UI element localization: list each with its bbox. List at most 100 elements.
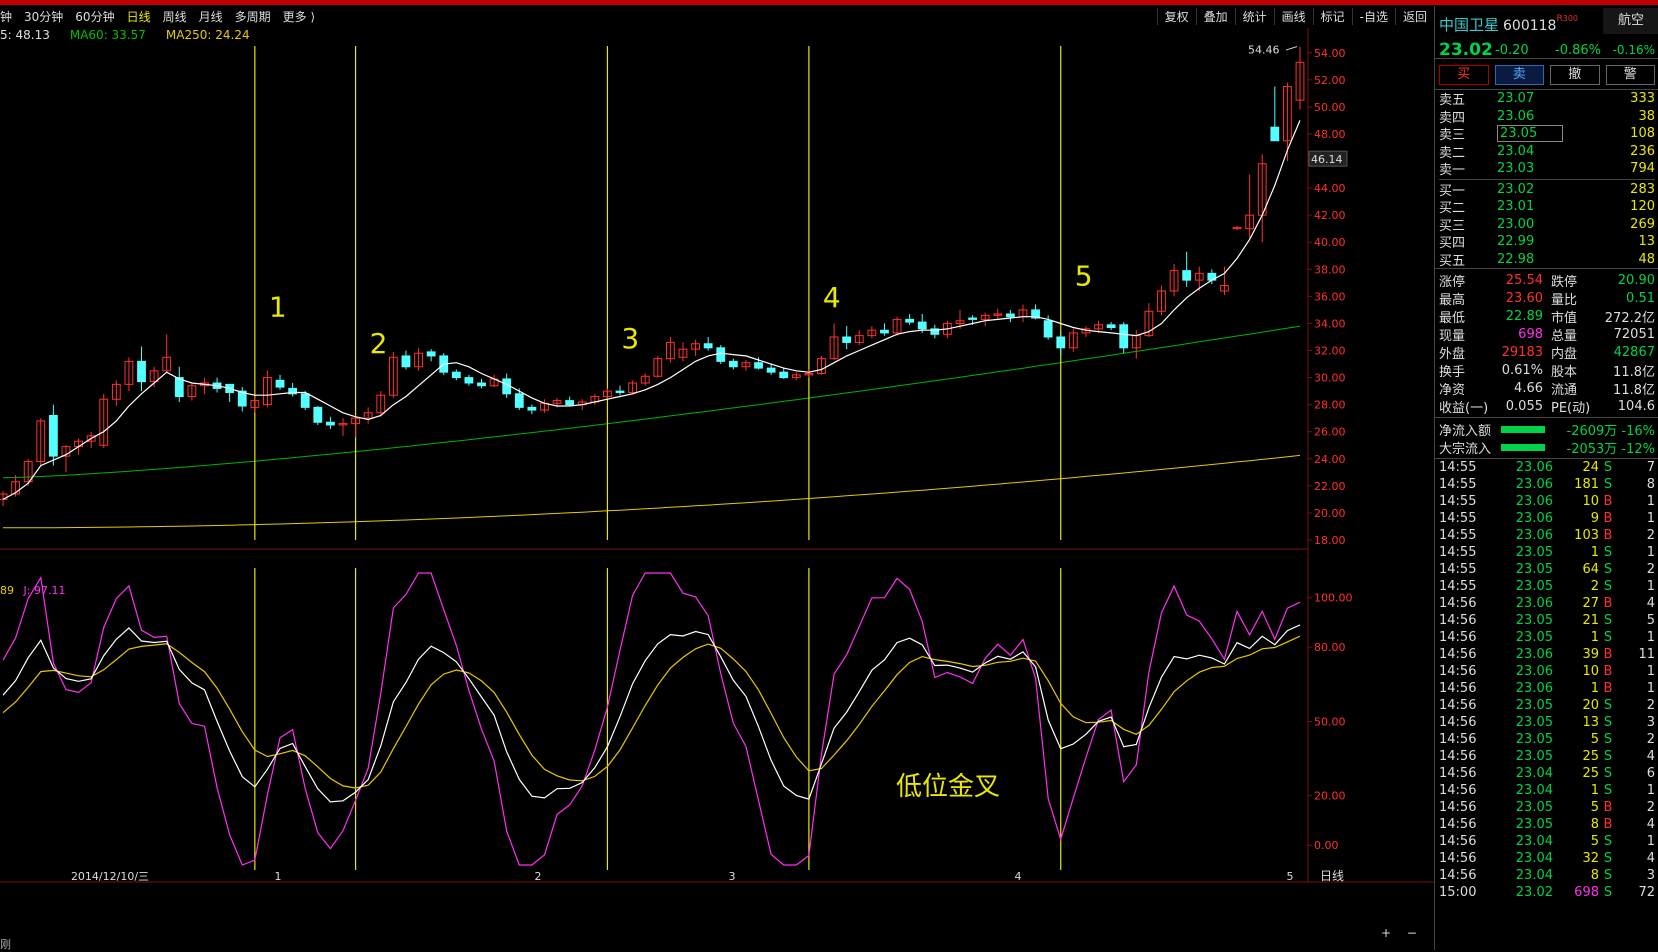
price-tick-label: 32.00: [1314, 345, 1346, 358]
flow-row: 大宗流入 -2053万 -12%: [1439, 438, 1655, 457]
quote-panel: 中国卫星 600118R300 航空 23.02 -0.20 -0.86% -0.…: [1434, 6, 1658, 950]
buy-button[interactable]: 买: [1439, 65, 1489, 85]
tab-min[interactable]: 钟: [0, 9, 13, 24]
cancel-order-button[interactable]: 撤: [1550, 65, 1600, 85]
bid-volume: 283: [1630, 181, 1655, 197]
remove-watchlist-button[interactable]: -自选: [1351, 7, 1395, 25]
overlay-button[interactable]: 叠加: [1195, 7, 1235, 25]
stat-label: 净资: [1439, 382, 1466, 398]
tick-row[interactable]: 14:56 23.06 27 B 4: [1439, 595, 1655, 612]
tick-row[interactable]: 14:56 23.05 25 S 4: [1439, 748, 1655, 765]
bid-row[interactable]: 买四 22.99 13: [1439, 233, 1655, 251]
stat-label: 收益(一): [1439, 400, 1489, 416]
tick-row[interactable]: 14:56 23.04 25 S 6: [1439, 765, 1655, 782]
tick-row[interactable]: 14:55 23.05 1 S 1: [1439, 544, 1655, 561]
tick-row[interactable]: 14:56 23.05 8 B 4: [1439, 816, 1655, 833]
tab-daily[interactable]: 日线: [126, 9, 151, 24]
candle-body: [388, 356, 398, 396]
stats-row: 最高 23.60 量比 0.51: [1439, 289, 1655, 308]
tab-multi-period[interactable]: 多周期: [234, 9, 271, 24]
back-button[interactable]: 返回: [1394, 7, 1434, 25]
tick-price: 23.06: [1515, 460, 1553, 475]
tab-weekly[interactable]: 周线: [162, 9, 187, 24]
flow-bar: [1501, 425, 1545, 433]
tick-row[interactable]: 14:56 23.05 20 S 2: [1439, 697, 1655, 714]
tick-row[interactable]: 15:00 23.02 698 S 72: [1439, 884, 1655, 901]
tick-row[interactable]: 14:56 23.06 39 B 11: [1439, 646, 1655, 663]
bid-row[interactable]: 买三 23.00 269: [1439, 216, 1655, 234]
ask-row[interactable]: 卖五 23.07 333: [1439, 90, 1655, 108]
kline-chart[interactable]: 54.0052.0050.0048.0046.0044.0042.0040.00…: [0, 0, 1434, 950]
tick-row[interactable]: 14:55 23.06 24 S 7: [1439, 459, 1655, 476]
tab-monthly[interactable]: 月线: [198, 9, 223, 24]
candle-body: [665, 341, 675, 360]
toolbar-right-actions: 复权 叠加 统计 画线 标记 -自选 返回: [1156, 6, 1434, 26]
ma60-line: [2, 325, 1301, 479]
tick-price: 23.05: [1515, 630, 1553, 645]
stat-value: 72051: [1613, 326, 1655, 342]
candle-body: [728, 360, 738, 368]
tick-side: S: [1603, 715, 1613, 730]
tab-more[interactable]: 更多 ⟩: [282, 9, 316, 24]
candle-body: [993, 313, 1003, 316]
candle-body: [653, 358, 663, 377]
tick-row[interactable]: 14:55 23.06 10 B 1: [1439, 493, 1655, 510]
tick-row[interactable]: 14:56 23.04 1 S 1: [1439, 782, 1655, 799]
candle-body: [1043, 320, 1053, 338]
tick-row[interactable]: 14:55 23.06 103 B 2: [1439, 527, 1655, 544]
tick-row[interactable]: 14:56 23.05 13 S 3: [1439, 714, 1655, 731]
stats-table: 涨停 25.54 跌停 20.90 最高 23.60 量比 0.51 最低 22.89 市值 272.…: [1435, 268, 1658, 417]
tab-30min[interactable]: 30分钟: [24, 9, 64, 24]
bid-row[interactable]: 买五 22.98 48: [1439, 251, 1655, 269]
stock-name: 中国卫星: [1439, 16, 1500, 34]
tab-60min[interactable]: 60分钟: [75, 9, 115, 24]
flow-label: 净流入额: [1439, 423, 1492, 439]
tick-row[interactable]: 14:55 23.05 2 S 1: [1439, 578, 1655, 595]
tick-time: 14:56: [1439, 681, 1477, 696]
price-tick-label: 40.00: [1314, 236, 1346, 249]
tick-row[interactable]: 14:56 23.06 10 B 1: [1439, 663, 1655, 680]
tick-price: 23.04: [1515, 868, 1553, 883]
sector-button[interactable]: 航空: [1603, 8, 1658, 34]
tick-list[interactable]: 14:55 23.06 24 S 7 14:55 23.06 181 S 8 14:55 23.06 1…: [1435, 458, 1658, 901]
tick-time: 14:56: [1439, 868, 1477, 883]
restore-rights-button[interactable]: 复权: [1156, 7, 1196, 25]
tick-row[interactable]: 14:56 23.05 21 S 5: [1439, 612, 1655, 629]
price-change-pct: -0.86%: [1555, 43, 1601, 58]
high-price-pointer: [1285, 46, 1298, 51]
tick-row[interactable]: 14:56 23.05 1 S 1: [1439, 629, 1655, 646]
ask-volume: 236: [1630, 143, 1655, 159]
ask-row[interactable]: 卖二 23.04 236: [1439, 143, 1655, 161]
date-label: 5: [1287, 870, 1294, 883]
draw-line-button[interactable]: 画线: [1273, 7, 1313, 25]
ask-row[interactable]: 卖四 23.06 38: [1439, 108, 1655, 126]
tick-row[interactable]: 14:56 23.04 5 S 1: [1439, 833, 1655, 850]
bid-row[interactable]: 买一 23.02 283: [1439, 181, 1655, 199]
candle-body: [23, 461, 33, 483]
tick-row[interactable]: 14:56 23.04 32 S 4: [1439, 850, 1655, 867]
bid-row[interactable]: 买二 23.01 120: [1439, 198, 1655, 216]
candle-body: [36, 420, 46, 463]
top-accent-bar: [0, 0, 1658, 5]
statistics-button[interactable]: 统计: [1234, 7, 1274, 25]
alert-button[interactable]: 警: [1605, 65, 1655, 85]
candle-body: [325, 421, 335, 426]
candle-body: [1270, 126, 1280, 142]
tick-row[interactable]: 14:56 23.05 5 S 2: [1439, 731, 1655, 748]
stock-code: 600118: [1503, 18, 1557, 34]
tick-row[interactable]: 14:55 23.05 64 S 2: [1439, 561, 1655, 578]
ask-row[interactable]: 卖一 23.03 794: [1439, 160, 1655, 178]
ask-row[interactable]: 卖三 23.05 108: [1439, 125, 1655, 143]
tick-time: 14:56: [1439, 715, 1477, 730]
tick-row[interactable]: 14:55 23.06 9 B 1: [1439, 510, 1655, 527]
zoom-in-button[interactable]: +: [1381, 926, 1392, 940]
tick-row[interactable]: 14:56 23.06 1 B 1: [1439, 680, 1655, 697]
tick-row[interactable]: 14:55 23.06 181 S 8: [1439, 476, 1655, 493]
tick-row[interactable]: 14:56 23.05 5 B 2: [1439, 799, 1655, 816]
candle-body: [754, 362, 763, 369]
sell-button[interactable]: 卖: [1494, 65, 1544, 85]
tick-row[interactable]: 14:56 23.04 8 S 3: [1439, 867, 1655, 884]
zoom-out-button[interactable]: −: [1406, 926, 1417, 940]
mark-button[interactable]: 标记: [1312, 7, 1352, 25]
tick-volume: 32: [1582, 851, 1599, 866]
